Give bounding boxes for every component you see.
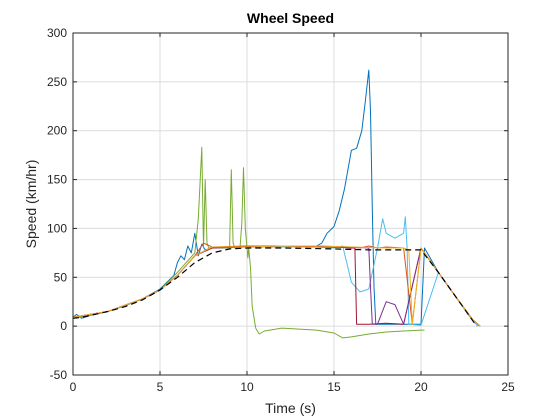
x-axis-label: Time (s) <box>265 400 316 416</box>
x-tick-label: 0 <box>70 380 77 394</box>
y-tick-label: 250 <box>47 75 67 89</box>
y-tick-label: 50 <box>54 270 68 284</box>
y-tick-label: 100 <box>47 221 67 235</box>
axes-box <box>72 32 509 376</box>
y-axis-label: Speed (km/hr) <box>23 160 39 249</box>
plot-area <box>73 33 508 375</box>
wheel-speed-line-7 <box>72 245 481 327</box>
y-tick-label: 0 <box>60 319 67 333</box>
x-tick-label: 15 <box>327 380 341 394</box>
chart-title: Wheel Speed <box>247 10 334 26</box>
y-tick-label: 200 <box>47 124 67 138</box>
x-tick-label: 10 <box>240 380 254 394</box>
x-tick-label: 25 <box>501 380 515 394</box>
reference-speed-line <box>72 247 478 327</box>
x-tick-label: 5 <box>157 380 164 394</box>
x-tick-label: 20 <box>414 380 428 394</box>
y-tick-label: 150 <box>47 173 67 187</box>
y-tick-label: -50 <box>50 368 68 382</box>
y-tick-label: 300 <box>47 26 67 40</box>
